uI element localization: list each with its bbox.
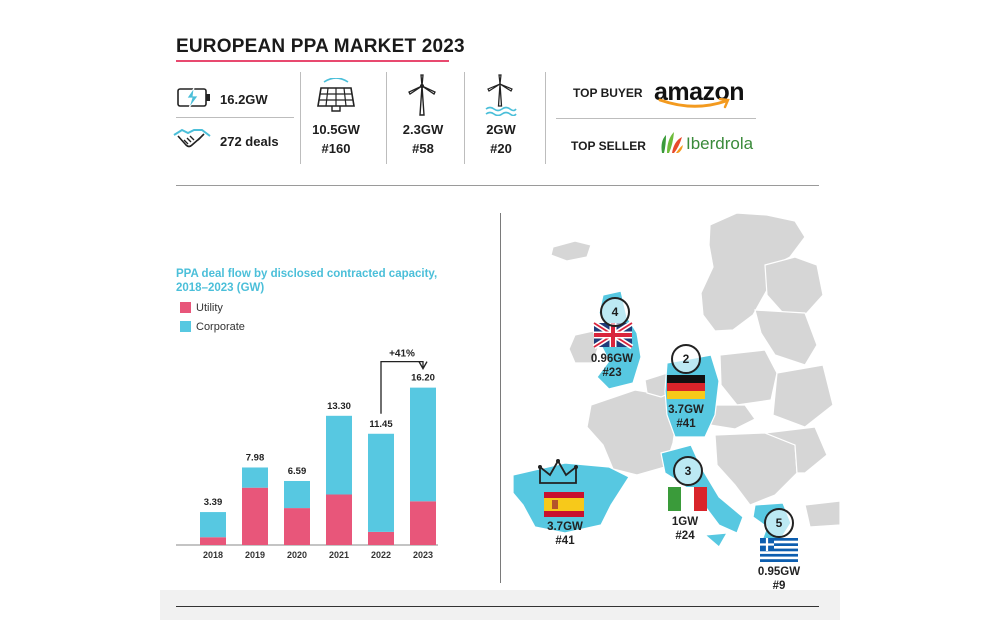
data-label-2023: 16.20 [411, 373, 435, 384]
page-title: EUROPEAN PPA MARKET 2023 [176, 36, 465, 57]
greece-capacity: 0.95GW [757, 566, 801, 578]
solar-panel-icon [317, 78, 355, 112]
bar-utility-2019 [242, 487, 268, 545]
offshore-wind-deals: #20 [490, 141, 512, 156]
tick-label-2022: 2022 [371, 550, 391, 560]
iberdrola-leaf-logo [661, 132, 683, 153]
uk-deals: #23 [602, 367, 622, 379]
crown-icon [538, 459, 578, 484]
top-buyer-label: TOP BUYER [573, 86, 643, 100]
iberdrola-name: Iberdrola [686, 134, 754, 153]
data-label-2022: 11.45 [369, 419, 393, 430]
data-label-2018: 3.39 [204, 497, 223, 508]
divider [556, 118, 756, 119]
offshore-wind-capacity: 2GW [486, 122, 516, 137]
legend-swatch-corporate [180, 321, 191, 332]
bar-corporate-2019 [242, 467, 268, 488]
tick-label-2019: 2019 [245, 550, 265, 560]
germany-deals: #41 [676, 418, 696, 430]
total-deals: 272 deals [220, 134, 279, 149]
bar-utility-2021 [326, 494, 352, 545]
bar-corporate-2021 [326, 415, 352, 495]
handshake-icon [173, 128, 211, 148]
bar-corporate-2020 [284, 480, 310, 509]
bar-utility-2023 [410, 501, 436, 545]
tick-label-2021: 2021 [329, 550, 349, 560]
bar-utility-2022 [368, 531, 394, 545]
data-label-2021: 13.30 [327, 401, 351, 412]
greece-flag [760, 538, 798, 562]
italy-flag [668, 487, 707, 511]
footer-divider [176, 606, 819, 607]
bar-corporate-2022 [368, 433, 394, 532]
total-capacity: 16.2GW [220, 92, 268, 107]
spain-deals: #41 [555, 535, 575, 547]
tick-label-2020: 2020 [287, 550, 307, 560]
bar-chart: 3.39 2018 7.98 2019 6.59 2020 13.30 2021 11.45 20… [176, 349, 438, 560]
top-seller-label: TOP SELLER [571, 139, 646, 153]
section-divider [500, 213, 501, 583]
onshore-wind-deals: #58 [412, 141, 434, 156]
divider [386, 72, 387, 164]
germany-flag [667, 375, 705, 399]
divider [300, 72, 301, 164]
growth-annotation: +41% [389, 349, 415, 360]
uk-flag [592, 320, 634, 350]
footer-band [160, 590, 840, 620]
onshore-wind-capacity: 2.3GW [402, 122, 444, 137]
section-divider [176, 185, 819, 186]
legend-corporate: Corporate [196, 321, 245, 333]
spain-flag [544, 492, 584, 517]
spain-capacity: 3.7GW [547, 521, 583, 533]
bar-utility-2020 [284, 508, 310, 545]
rank-badge-italy: 3 [673, 456, 703, 486]
tick-label-2018: 2018 [203, 550, 223, 560]
rank-badge-greece: 5 [764, 508, 794, 538]
bar-utility-2018 [200, 537, 226, 545]
offshore-wind-turbine-icon [485, 74, 517, 116]
bar-corporate-2023 [410, 387, 436, 502]
germany-capacity: 3.7GW [668, 404, 704, 416]
amazon-smile-icon [658, 98, 730, 109]
divider [176, 117, 294, 118]
data-label-2019: 7.98 [246, 452, 265, 463]
italy-capacity: 1GW [671, 516, 699, 528]
title-underline [176, 60, 449, 62]
greece-deals: #9 [772, 580, 786, 592]
rank-badge-germany: 2 [671, 344, 701, 374]
bar-corporate-2018 [200, 512, 226, 538]
battery-bolt-icon [177, 87, 210, 109]
wind-turbine-icon [408, 74, 436, 116]
solar-capacity: 10.5GW [312, 122, 360, 137]
uk-capacity: 0.96GW [590, 353, 634, 365]
legend-swatch-utility [180, 302, 191, 313]
divider [545, 72, 546, 164]
legend-utility: Utility [196, 302, 223, 314]
europe-map [512, 212, 840, 562]
rank-badge-uk: 4 [600, 297, 630, 327]
growth-arrowhead [418, 361, 428, 370]
tick-label-2023: 2023 [413, 550, 433, 560]
data-label-2020: 6.59 [288, 466, 307, 477]
solar-deals: #160 [321, 141, 351, 156]
chart-title: PPA deal flow by disclosed contracted ca… [176, 268, 438, 294]
italy-deals: #24 [675, 530, 695, 542]
divider [464, 72, 465, 164]
growth-bracket [380, 360, 424, 414]
